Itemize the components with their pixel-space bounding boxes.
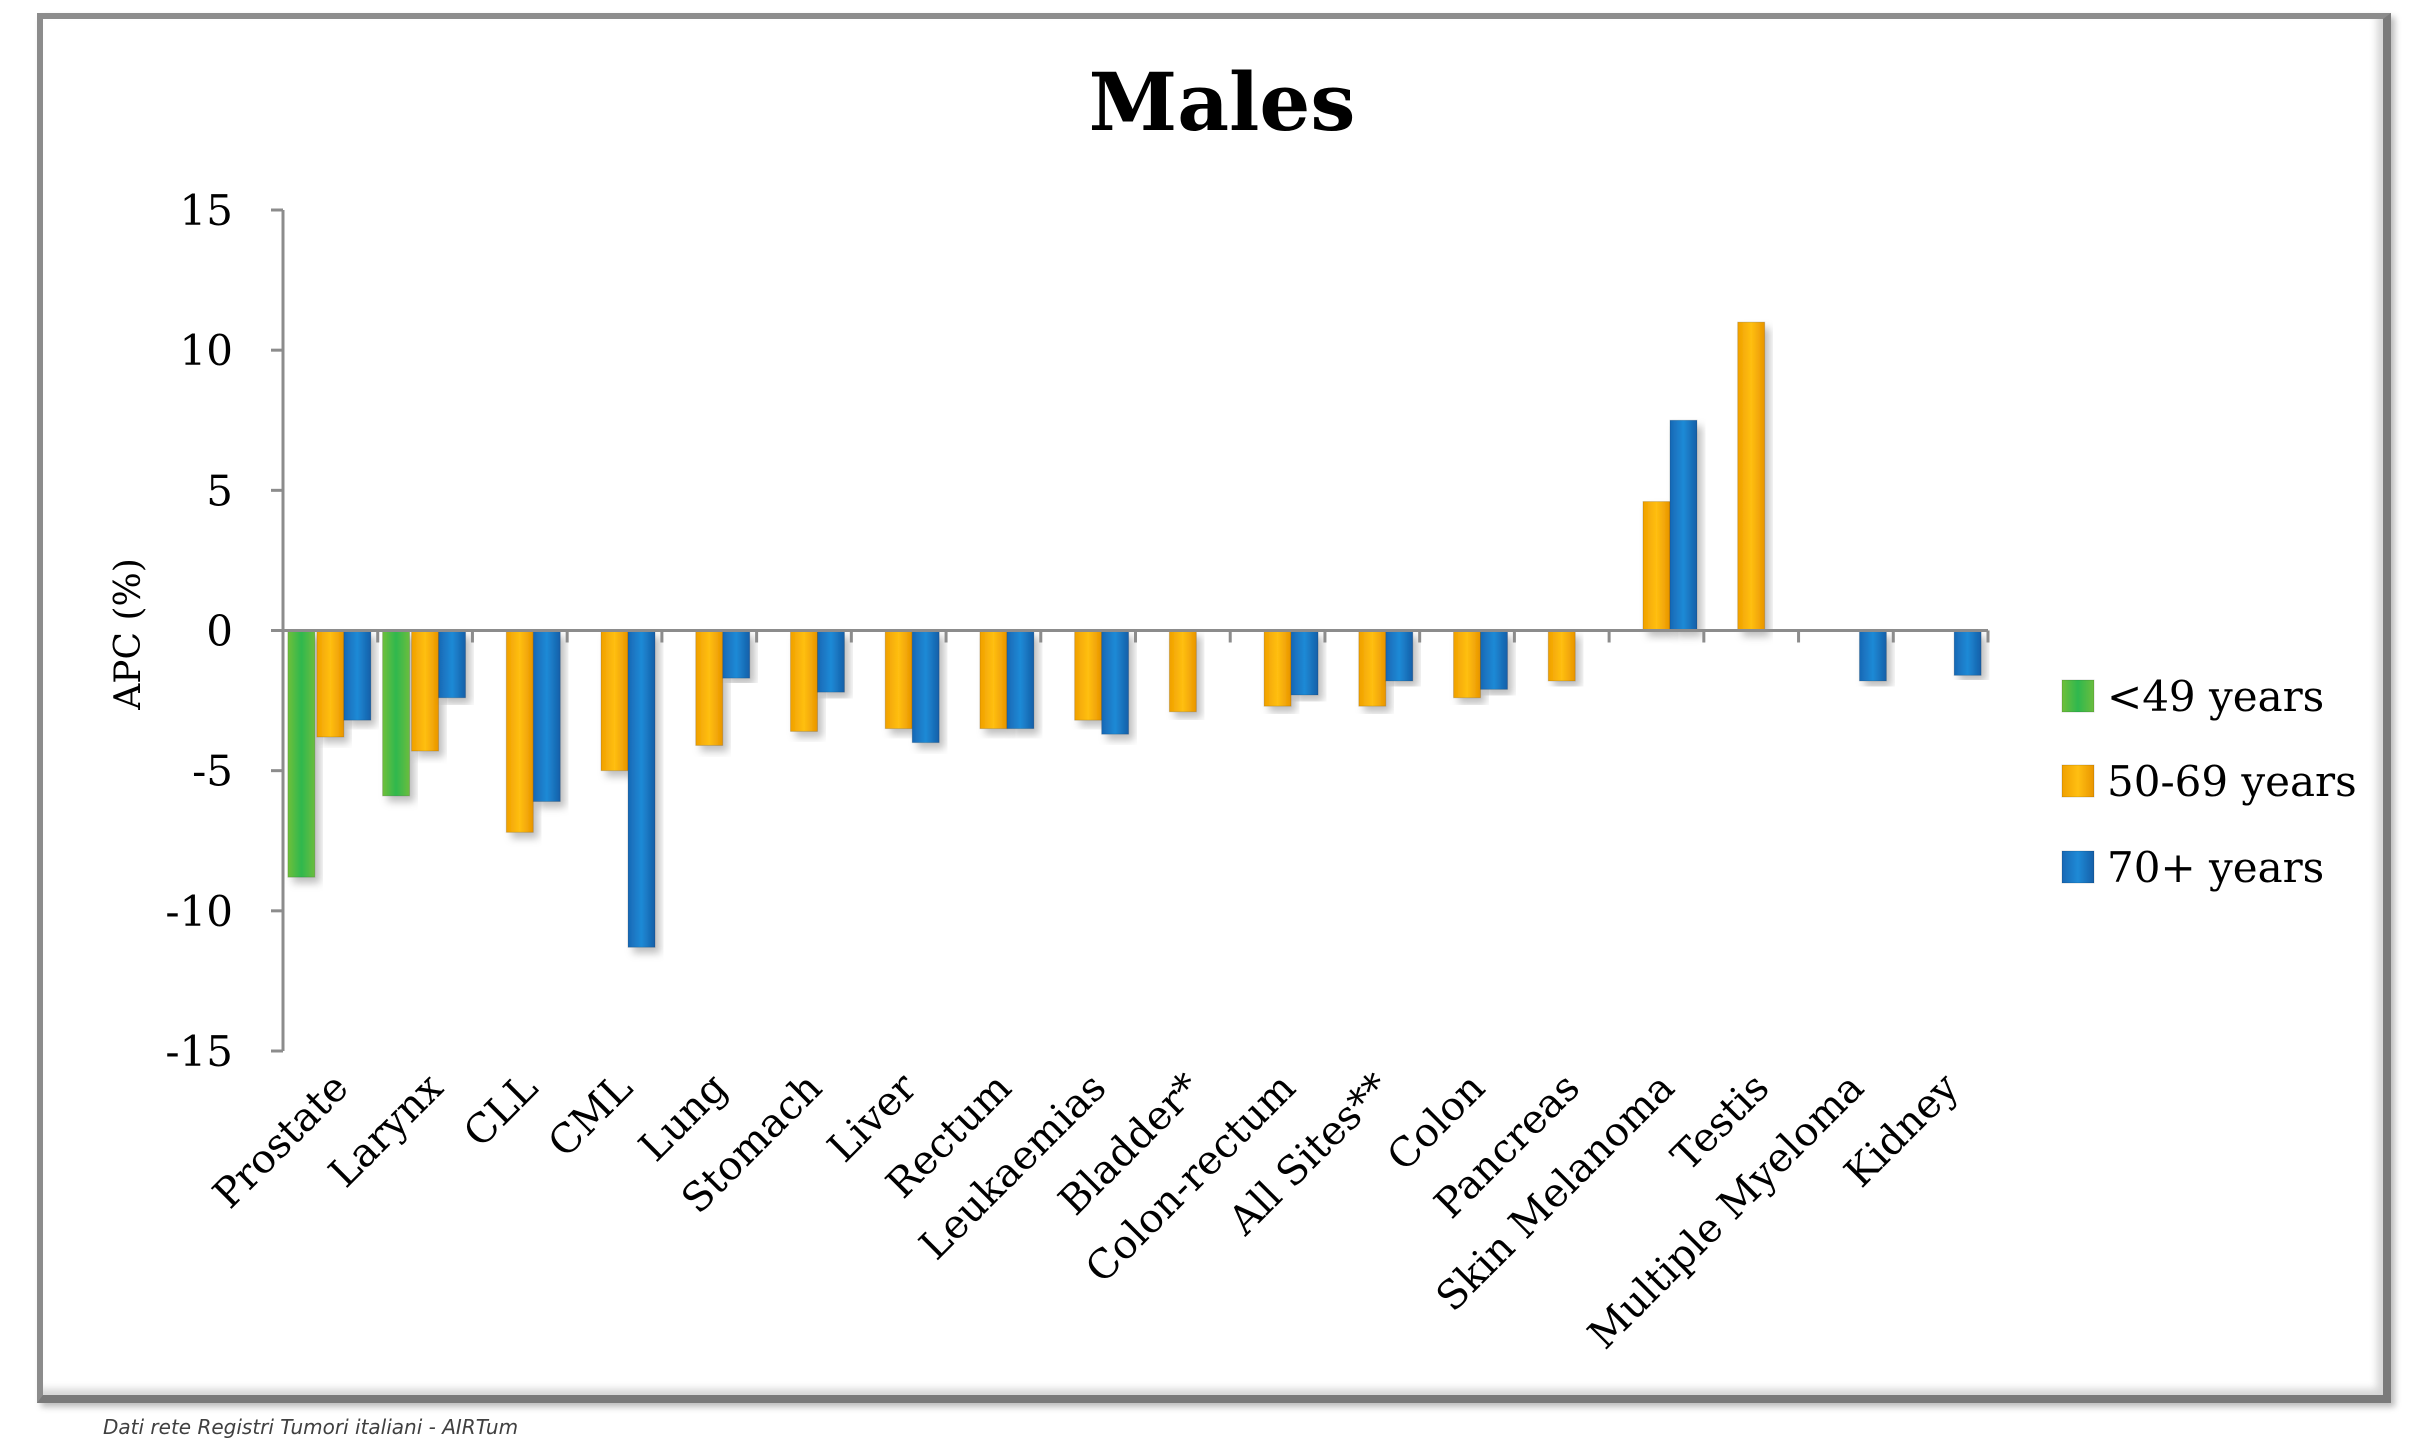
y-tick-label: 10 bbox=[180, 326, 233, 375]
bar-70-years-8 bbox=[1101, 630, 1130, 735]
bar-70-years-5 bbox=[816, 630, 845, 693]
bar-70-years-1 bbox=[438, 630, 467, 699]
bar-50-69-years-6 bbox=[884, 630, 913, 730]
bar-50-69-years-10 bbox=[1263, 630, 1292, 707]
legend: <49 years 50-69 years 70+ years bbox=[2061, 672, 2357, 892]
chart-title: Males bbox=[1089, 55, 1356, 149]
bar-50-69-years-12 bbox=[1453, 630, 1482, 699]
bar-70-years-2 bbox=[532, 630, 561, 803]
bar-70-years-6 bbox=[911, 630, 940, 744]
bar-50-69-years-9 bbox=[1168, 630, 1197, 713]
bar-70-years-17 bbox=[1953, 630, 1982, 676]
legend-swatch-icon bbox=[2061, 764, 2095, 798]
bar-50-69-years-0 bbox=[316, 630, 345, 738]
bar-70-years-12 bbox=[1480, 630, 1509, 690]
bars-group bbox=[287, 321, 1982, 948]
legend-label: 70+ years bbox=[2107, 843, 2324, 892]
y-tick-label: -5 bbox=[192, 747, 233, 796]
bar-50-69-years-1 bbox=[411, 630, 440, 752]
y-axis-label: APC (%) bbox=[108, 558, 149, 711]
x-tick-label: CLL bbox=[455, 1065, 547, 1157]
bar-50-69-years-2 bbox=[505, 630, 534, 833]
bar-50-69-years-11 bbox=[1358, 630, 1387, 707]
bar-70-years-3 bbox=[627, 630, 656, 948]
y-axis: 15 10 5 0 -5 -10 -15 bbox=[165, 186, 285, 1076]
bar-50-69-years-4 bbox=[695, 630, 724, 746]
bar-70-years-16 bbox=[1858, 630, 1887, 682]
y-tick-label: 5 bbox=[206, 466, 233, 515]
y-tick-label: -10 bbox=[165, 887, 233, 936]
bar-70-years-0 bbox=[343, 630, 372, 721]
y-tick-label: 0 bbox=[206, 607, 233, 656]
legend-label: <49 years bbox=[2107, 672, 2324, 721]
bar-50-69-years-8 bbox=[1074, 630, 1103, 721]
bar-70-years-10 bbox=[1290, 630, 1319, 696]
bar-50-69-years-5 bbox=[789, 630, 818, 732]
y-tick-label: 15 bbox=[180, 186, 233, 235]
bar-50-69-years-13 bbox=[1547, 630, 1576, 682]
x-tick-label: CML bbox=[540, 1065, 642, 1167]
bar-50-69-years-15 bbox=[1737, 321, 1766, 631]
bar-50-69-years-7 bbox=[979, 630, 1008, 730]
x-axis bbox=[283, 629, 1990, 643]
legend-swatch-icon bbox=[2061, 679, 2095, 713]
bar-50-69-years-3 bbox=[600, 630, 629, 772]
x-tick-label: Prostate bbox=[204, 1065, 357, 1218]
bar-49-years-1 bbox=[382, 630, 411, 797]
legend-swatch-icon bbox=[2061, 850, 2095, 884]
y-tick-label: -15 bbox=[165, 1027, 233, 1076]
bar-70-years-4 bbox=[722, 630, 751, 679]
bar-70-years-7 bbox=[1006, 630, 1035, 730]
bar-49-years-0 bbox=[287, 630, 316, 878]
bar-70-years-14 bbox=[1669, 419, 1698, 631]
source-footer: Dati rete Registri Tumori italiani - AIR… bbox=[103, 1415, 519, 1439]
bar-50-69-years-14 bbox=[1642, 501, 1671, 631]
legend-label: 50-69 years bbox=[2107, 757, 2357, 806]
bar-70-years-11 bbox=[1385, 630, 1414, 682]
